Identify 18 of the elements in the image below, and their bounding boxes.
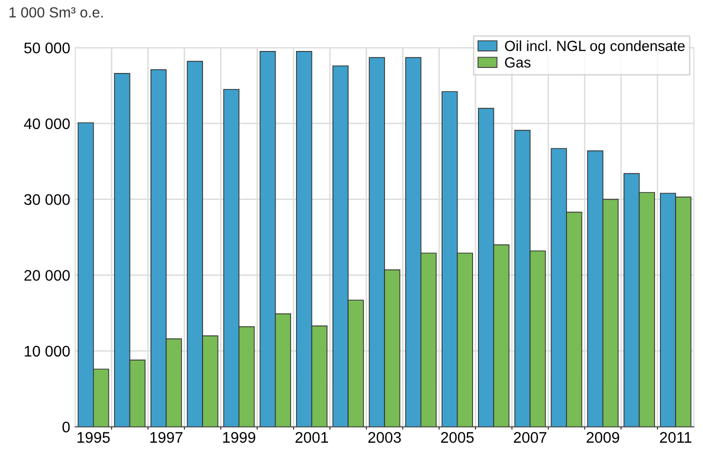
- x-tick-label: 2005: [441, 432, 474, 443]
- y-tick-label: 0: [62, 422, 70, 432]
- x-tick-label: 1997: [150, 432, 182, 443]
- y-tick-label: 20 000: [24, 270, 70, 281]
- y-axis-title: 1 000 Sm³ o.e.: [10, 7, 103, 18]
- x-tick-label: 2003: [368, 432, 401, 443]
- y-tick-label: 40 000: [24, 118, 70, 130]
- legend-label: Gas: [505, 57, 530, 68]
- x-tick-label: 2007: [514, 432, 546, 443]
- y-tick-label: 50 000: [24, 42, 70, 54]
- x-tick-label: 1995: [78, 432, 110, 443]
- legend-label: Oil incl. NGL og condensate: [504, 40, 685, 54]
- x-tick-label: 2001: [296, 432, 328, 443]
- y-tick-label: 30 000: [24, 194, 70, 205]
- x-tick-label: 2011: [660, 432, 692, 443]
- x-tick-label: 2009: [586, 432, 620, 443]
- x-tick-label: 1999: [223, 432, 256, 443]
- y-tick-label: 10 000: [24, 346, 70, 357]
